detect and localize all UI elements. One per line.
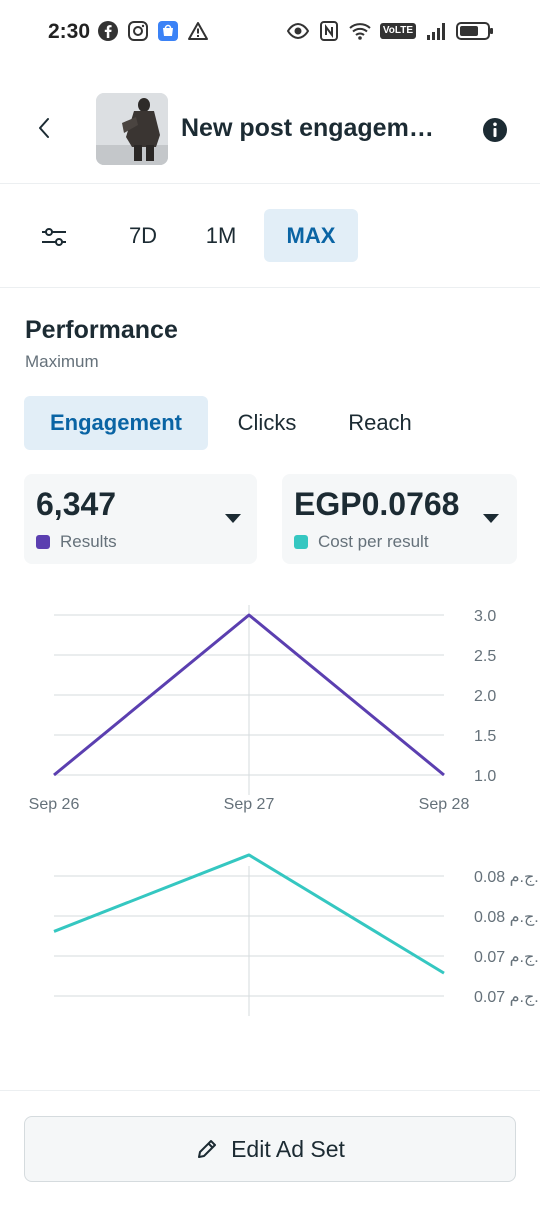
warning-icon: [188, 22, 208, 40]
eye-icon: [286, 22, 309, 40]
battery-icon: [456, 22, 493, 40]
range-1m-button[interactable]: 1M: [205, 222, 237, 248]
tab-reach[interactable]: Reach: [348, 410, 412, 435]
results-value: 6,347: [36, 486, 117, 522]
range-max-button[interactable]: MAX: [264, 209, 358, 262]
x-tick-label: Sep 26: [29, 796, 80, 813]
cost-line-chart: 0.08 ج.م. 0.08 ج.م. 0.07 ج.م. 0.07 ج.م.: [53, 853, 539, 1016]
volte-badge: VoLTE: [379, 23, 416, 39]
y-tick-label: 0.07 ج.م.: [474, 989, 539, 1006]
tab-engagement[interactable]: Engagement: [24, 396, 208, 450]
edit-ad-set-label: Edit Ad Set: [231, 1135, 345, 1162]
y-tick-label: 0.07 ج.م.: [474, 949, 539, 966]
status-bar: 2:30 VoLTE: [0, 0, 540, 64]
page-title: New post engagem…: [181, 114, 434, 142]
footer-divider: [0, 1090, 540, 1091]
y-tick-label: 2.5: [474, 648, 496, 665]
results-label: Results: [60, 532, 117, 551]
header: New post engagem…: [0, 64, 540, 184]
caret-down-icon: [483, 514, 499, 523]
x-tick-label: Sep 28: [419, 796, 470, 813]
back-button[interactable]: [26, 110, 62, 146]
y-tick-label: 0.08 ج.م.: [474, 909, 539, 926]
cost-legend: Cost per result: [294, 532, 429, 552]
performance-title: Performance: [25, 316, 178, 344]
y-tick-label: 3.0: [474, 608, 496, 625]
signal-icon: [427, 23, 445, 40]
results-swatch: [36, 535, 50, 549]
info-icon[interactable]: [481, 116, 509, 144]
caret-down-icon: [225, 514, 241, 523]
performance-subtitle: Maximum: [25, 352, 99, 371]
y-tick-label: 2.0: [474, 688, 496, 705]
chevron-left-icon: [39, 118, 49, 138]
notification-icons: [97, 20, 209, 42]
system-icons: VoLTE: [286, 20, 494, 42]
facebook-icon: [98, 21, 118, 41]
cost-label: Cost per result: [318, 532, 429, 551]
wifi-icon: [349, 23, 371, 40]
store-icon: [158, 21, 178, 41]
post-thumbnail: [96, 93, 168, 165]
tab-clicks[interactable]: Clicks: [237, 410, 297, 435]
results-metric-card[interactable]: 6,347 Results: [24, 474, 257, 564]
cost-swatch: [294, 535, 308, 549]
pencil-icon: [198, 1140, 217, 1158]
date-filter-row: 7D 1M MAX: [0, 185, 540, 288]
x-tick-label: Sep 27: [224, 796, 275, 813]
instagram-icon: [128, 21, 148, 41]
y-tick-label: 1.5: [474, 728, 496, 745]
y-tick-label: 0.08 ج.م.: [474, 869, 539, 886]
range-7d-button[interactable]: 7D: [128, 222, 158, 248]
edit-ad-set-button[interactable]: Edit Ad Set: [24, 1116, 516, 1182]
cost-metric-card[interactable]: EGP0.0768 Cost per result: [282, 474, 517, 564]
results-line-chart: 3.0 2.5 2.0 1.5 1.0 Sep 26 Sep 27 Sep 28: [29, 605, 496, 813]
filter-sliders-icon[interactable]: [38, 221, 70, 253]
cost-value: EGP0.0768: [294, 486, 460, 522]
status-time: 2:30: [48, 20, 91, 43]
nfc-icon: [319, 21, 338, 41]
results-legend: Results: [36, 532, 117, 552]
y-tick-label: 1.0: [474, 768, 496, 785]
